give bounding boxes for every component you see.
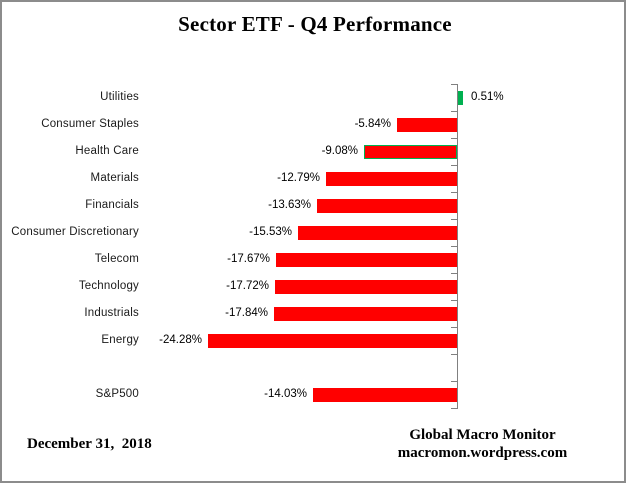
- bar-negative: [276, 252, 457, 267]
- category-label: Industrials: [84, 307, 139, 319]
- value-label: -15.53%: [249, 226, 292, 238]
- bar-positive: [458, 90, 463, 105]
- footer-source: Global Macro Monitor macromon.wordpress.…: [390, 426, 575, 462]
- category-label: Utilities: [100, 91, 139, 103]
- value-label: -13.63%: [268, 199, 311, 211]
- bar-negative: [298, 225, 457, 240]
- value-label: 0.51%: [471, 91, 504, 103]
- category-label: Telecom: [94, 253, 139, 265]
- axis-tick: [451, 111, 458, 112]
- bar-negative: [208, 333, 457, 348]
- bar-negative: [313, 387, 457, 402]
- value-label: -5.84%: [354, 118, 391, 130]
- axis-tick: [451, 165, 458, 166]
- value-label: -9.08%: [321, 145, 358, 157]
- bar-negative: [326, 171, 457, 186]
- category-label: Financials: [85, 199, 139, 211]
- axis-tick: [451, 381, 458, 382]
- value-label: -14.03%: [264, 388, 307, 400]
- footer-source-name: Global Macro Monitor: [409, 427, 556, 443]
- category-label: Technology: [78, 280, 139, 292]
- value-label: -12.79%: [277, 172, 320, 184]
- value-label: -17.84%: [225, 307, 268, 319]
- axis-tick: [451, 138, 458, 139]
- value-label: -24.28%: [159, 334, 202, 346]
- chart-title: Sector ETF - Q4 Performance: [178, 12, 452, 36]
- category-label: Consumer Discretionary: [11, 226, 139, 238]
- value-label: -17.72%: [226, 280, 269, 292]
- axis-tick: [451, 408, 458, 409]
- axis-tick: [451, 219, 458, 220]
- axis-tick: [451, 354, 458, 355]
- category-label: Materials: [90, 172, 139, 184]
- category-label: S&P500: [95, 388, 139, 400]
- category-label: Health Care: [75, 145, 139, 157]
- value-label: -17.67%: [227, 253, 270, 265]
- axis-tick: [451, 327, 458, 328]
- category-label: Energy: [101, 334, 139, 346]
- bar-negative: [317, 198, 457, 213]
- category-label: Consumer Staples: [41, 118, 139, 130]
- axis-tick: [451, 246, 458, 247]
- bar-negative: [275, 279, 457, 294]
- axis-tick: [451, 84, 458, 85]
- bar-negative: [397, 117, 457, 132]
- footer-date: December 31, 2018: [27, 436, 152, 452]
- bar-negative: [274, 306, 457, 321]
- axis-tick: [451, 300, 458, 301]
- bar-negative: [364, 144, 457, 159]
- footer-source-url: macromon.wordpress.com: [397, 445, 568, 461]
- axis-tick: [451, 192, 458, 193]
- axis-tick: [451, 273, 458, 274]
